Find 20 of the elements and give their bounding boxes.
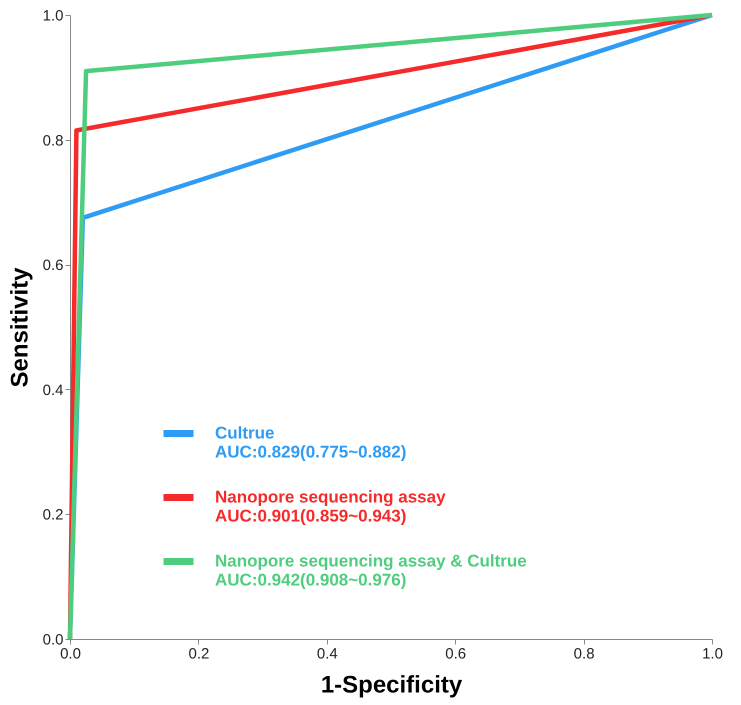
legend-label: Nanopore sequencing assay [215, 488, 446, 506]
annotation: AUC:0.829(0.775~0.882) [215, 442, 406, 462]
x-tick-label: 0.2 [188, 646, 210, 662]
x-tick-label: 0.0 [60, 646, 81, 662]
x-tick-label: 0.4 [316, 646, 338, 662]
annotation: AUC:0.901(0.859~0.943) [215, 506, 406, 526]
y-tick-label: 0.8 [42, 132, 64, 150]
y-tick-label: 1.0 [42, 8, 64, 24]
y-axis-title: Sensitivity [6, 266, 34, 388]
x-tick-label: 0.6 [445, 646, 466, 662]
annotation: AUC:0.942(0.908~0.976) [215, 570, 406, 590]
y-tick-label: 0.2 [42, 506, 64, 524]
y-tick-label: 0.6 [42, 257, 64, 274]
x-axis-title: 1-Specificity [320, 672, 463, 698]
y-tick-label: 0.0 [42, 632, 64, 648]
legend-label: Nanopore sequencing assay & Cultrue [215, 552, 527, 570]
x-tick-label: 1.0 [702, 646, 723, 662]
x-tick-label: 0.8 [574, 646, 595, 662]
legend-label: Cultrue [215, 424, 274, 442]
y-tick-label: 0.4 [42, 382, 64, 399]
